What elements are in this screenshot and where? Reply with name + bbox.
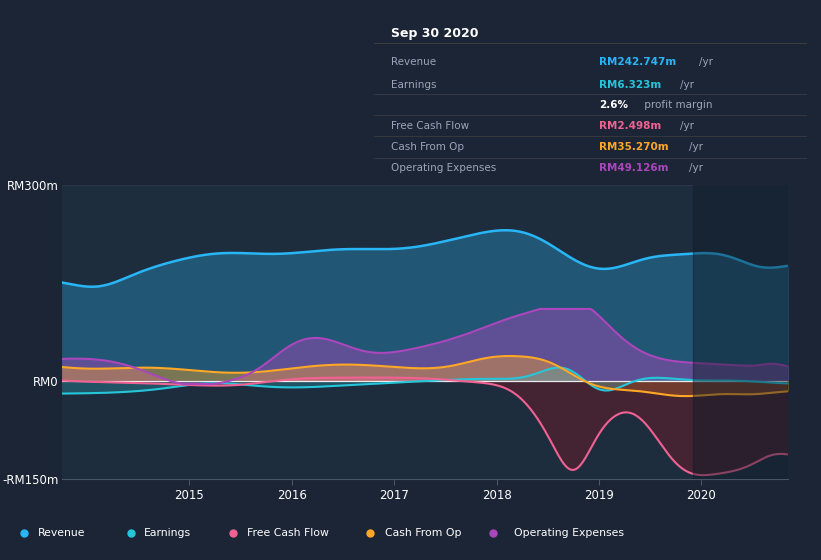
Text: RM2.498m: RM2.498m [599,121,661,131]
Text: profit margin: profit margin [641,100,713,110]
Text: Cash From Op: Cash From Op [385,528,461,538]
Text: Free Cash Flow: Free Cash Flow [391,121,469,131]
Text: Earnings: Earnings [391,80,437,90]
Text: /yr: /yr [689,163,703,173]
Text: Operating Expenses: Operating Expenses [391,163,496,173]
Bar [693,185,788,479]
Text: RM6.323m: RM6.323m [599,80,661,90]
Text: Earnings: Earnings [144,528,191,538]
Text: Revenue: Revenue [38,528,85,538]
Text: /yr: /yr [680,80,694,90]
Text: /yr: /yr [699,57,713,67]
Text: RM242.747m: RM242.747m [599,57,677,67]
Text: RM49.126m: RM49.126m [599,163,668,173]
Text: Revenue: Revenue [391,57,436,67]
Text: 2.6%: 2.6% [599,100,628,110]
Text: /yr: /yr [689,142,703,152]
Text: Cash From Op: Cash From Op [391,142,464,152]
Text: Free Cash Flow: Free Cash Flow [247,528,328,538]
Text: Operating Expenses: Operating Expenses [514,528,623,538]
Text: Sep 30 2020: Sep 30 2020 [391,27,479,40]
Text: /yr: /yr [680,121,694,131]
Text: RM35.270m: RM35.270m [599,142,668,152]
